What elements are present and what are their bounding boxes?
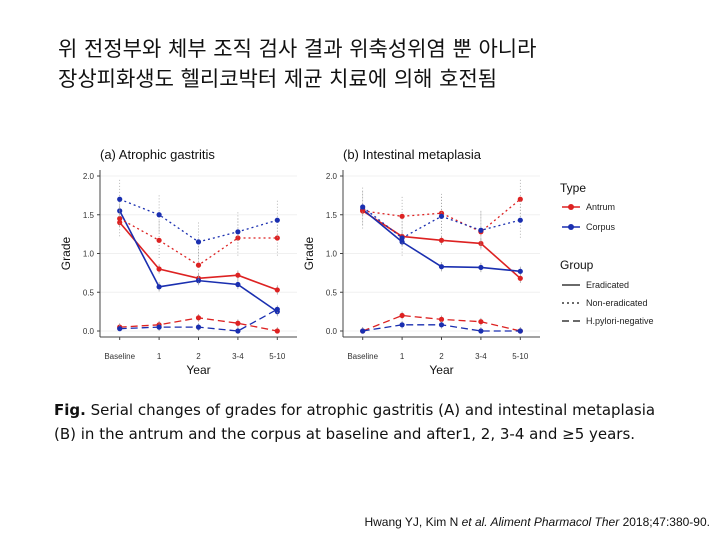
legend-type-label-corpus: Corpus xyxy=(586,222,616,232)
y-tick-label-b: 1.5 xyxy=(326,211,338,220)
data-point-antrum-h-pylori-negative-b xyxy=(399,312,405,319)
x-tick-label-b: 1 xyxy=(400,352,405,361)
legend-type-title: Type xyxy=(560,181,586,195)
y-axis-label-b: Grade xyxy=(302,237,316,271)
figure-caption: Fig. Serial changes of grades for atroph… xyxy=(54,398,674,446)
data-point-corpus-non-eradicated-a xyxy=(274,217,280,223)
data-point-corpus-eradicated-b xyxy=(517,268,523,274)
data-point-corpus-h-pylori-negative-b xyxy=(399,322,405,328)
data-point-antrum-eradicated-b xyxy=(438,237,445,243)
data-point-corpus-h-pylori-negative-a xyxy=(117,326,123,332)
y-axis-label-a: Grade xyxy=(59,237,73,271)
x-tick-label-a: 5-10 xyxy=(269,352,286,361)
y-tick-label-a: 1.0 xyxy=(83,250,95,259)
x-axis-label-b: Year xyxy=(429,363,453,377)
legend-type-marker-antrum xyxy=(568,204,574,210)
data-point-corpus-h-pylori-negative-b xyxy=(478,328,484,334)
data-point-antrum-non-eradicated-b xyxy=(399,213,405,219)
data-point-antrum-non-eradicated-a xyxy=(195,262,202,268)
caption-label: Fig. xyxy=(54,401,86,419)
y-tick-label-b: 0.0 xyxy=(326,327,338,336)
data-point-corpus-eradicated-a xyxy=(195,278,202,284)
data-point-corpus-h-pylori-negative-a xyxy=(235,328,241,334)
citation-authors: Hwang YJ, Kim N xyxy=(364,515,459,529)
data-point-corpus-h-pylori-negative-b xyxy=(517,328,523,334)
x-tick-label-b: Baseline xyxy=(347,352,378,361)
data-point-antrum-non-eradicated-b xyxy=(360,208,366,214)
citation-volume: 2018;47:380-90. xyxy=(622,515,710,529)
data-point-corpus-non-eradicated-b xyxy=(399,235,405,241)
data-point-corpus-non-eradicated-a xyxy=(235,229,241,235)
data-point-corpus-non-eradicated-b xyxy=(438,213,445,219)
data-point-corpus-h-pylori-negative-b xyxy=(438,322,445,328)
legend-group-title: Group xyxy=(560,258,594,272)
data-point-corpus-eradicated-a xyxy=(156,284,162,290)
legend-type-marker-corpus xyxy=(568,224,574,230)
data-point-corpus-h-pylori-negative-a xyxy=(156,324,162,330)
y-tick-label-b: 2.0 xyxy=(326,172,338,181)
title-line-1: 위 전정부와 체부 조직 검사 결과 위축성위염 뿐 아니라 xyxy=(58,37,537,61)
data-point-corpus-eradicated-a xyxy=(235,281,241,288)
data-point-antrum-non-eradicated-a xyxy=(235,235,241,241)
x-tick-label-b: 3-4 xyxy=(475,352,487,361)
data-point-corpus-non-eradicated-a xyxy=(156,212,162,218)
x-tick-label-b: 5-10 xyxy=(512,352,529,361)
x-tick-label-a: 3-4 xyxy=(232,352,244,361)
chart-figure: 0.0 0.5 1.0 1.5 2.0 Baseline 1 2 3-4 5-10 (a) Atro… xyxy=(59,147,654,377)
data-point-antrum-non-eradicated-a xyxy=(117,216,123,222)
data-point-corpus-h-pylori-negative-b xyxy=(360,328,366,334)
data-point-antrum-non-eradicated-a xyxy=(274,235,280,241)
data-point-corpus-non-eradicated-b xyxy=(517,217,523,223)
data-point-antrum-h-pylori-negative-a xyxy=(235,320,241,326)
data-point-antrum-h-pylori-negative-a xyxy=(195,315,202,321)
data-point-corpus-eradicated-b xyxy=(438,264,445,270)
caption-text: Serial changes of grades for atrophic ga… xyxy=(54,401,656,443)
legend-group-label-eradicated: Eradicated xyxy=(586,280,629,290)
data-point-corpus-h-pylori-negative-a xyxy=(274,306,280,312)
data-point-antrum-eradicated-a xyxy=(274,287,280,293)
x-tick-label-a: 2 xyxy=(196,352,201,361)
data-point-corpus-non-eradicated-b xyxy=(478,227,484,233)
data-point-corpus-eradicated-b xyxy=(399,239,405,245)
data-point-antrum-eradicated-b xyxy=(517,275,523,281)
data-point-antrum-h-pylori-negative-b xyxy=(438,316,445,322)
y-tick-label-b: 0.5 xyxy=(326,288,338,297)
legend-type-label-antrum: Antrum xyxy=(586,202,615,212)
y-tick-label-a: 0.5 xyxy=(83,288,95,297)
y-tick-label-a: 1.5 xyxy=(83,211,95,220)
data-point-antrum-eradicated-a xyxy=(117,219,123,226)
data-point-antrum-h-pylori-negative-a xyxy=(274,328,280,334)
slide-title: 위 전정부와 체부 조직 검사 결과 위축성위염 뿐 아니라 장상피화생도 헬리… xyxy=(58,34,698,94)
legend-group-label-h-pylori-negative: H.pylori-negative xyxy=(586,316,654,326)
citation: Hwang YJ, Kim N et al. Aliment Pharmacol… xyxy=(364,515,710,529)
data-point-antrum-non-eradicated-a xyxy=(156,237,162,243)
y-tick-label-b: 1.0 xyxy=(326,250,338,259)
data-point-antrum-eradicated-a xyxy=(235,272,241,278)
chart-title-a: (a) Atrophic gastritis xyxy=(100,147,215,162)
data-point-corpus-non-eradicated-b xyxy=(360,204,366,210)
legend-group-label-non-eradicated: Non-eradicated xyxy=(586,298,648,308)
x-tick-label-a: Baseline xyxy=(104,352,135,361)
y-tick-label-a: 0.0 xyxy=(83,327,95,336)
data-point-corpus-non-eradicated-a xyxy=(117,196,123,202)
data-point-antrum-eradicated-a xyxy=(156,266,162,272)
data-point-corpus-h-pylori-negative-a xyxy=(195,324,202,330)
citation-journal: et al. Aliment Pharmacol Ther xyxy=(461,515,620,529)
x-tick-label-b: 2 xyxy=(439,352,444,361)
title-line-2: 장상피화생도 헬리코박터 제균 치료에 의해 호전됨 xyxy=(58,67,498,91)
data-point-corpus-eradicated-b xyxy=(478,264,484,271)
x-axis-label-a: Year xyxy=(186,363,210,377)
series-line-antrum-non-eradicated-b xyxy=(362,198,521,233)
data-point-antrum-non-eradicated-b xyxy=(517,196,523,202)
chart-title-b: (b) Intestinal metaplasia xyxy=(343,147,482,162)
data-point-antrum-h-pylori-negative-b xyxy=(478,319,484,325)
data-point-corpus-non-eradicated-a xyxy=(195,239,202,245)
y-tick-label-a: 2.0 xyxy=(83,172,95,181)
x-tick-label-a: 1 xyxy=(157,352,162,361)
